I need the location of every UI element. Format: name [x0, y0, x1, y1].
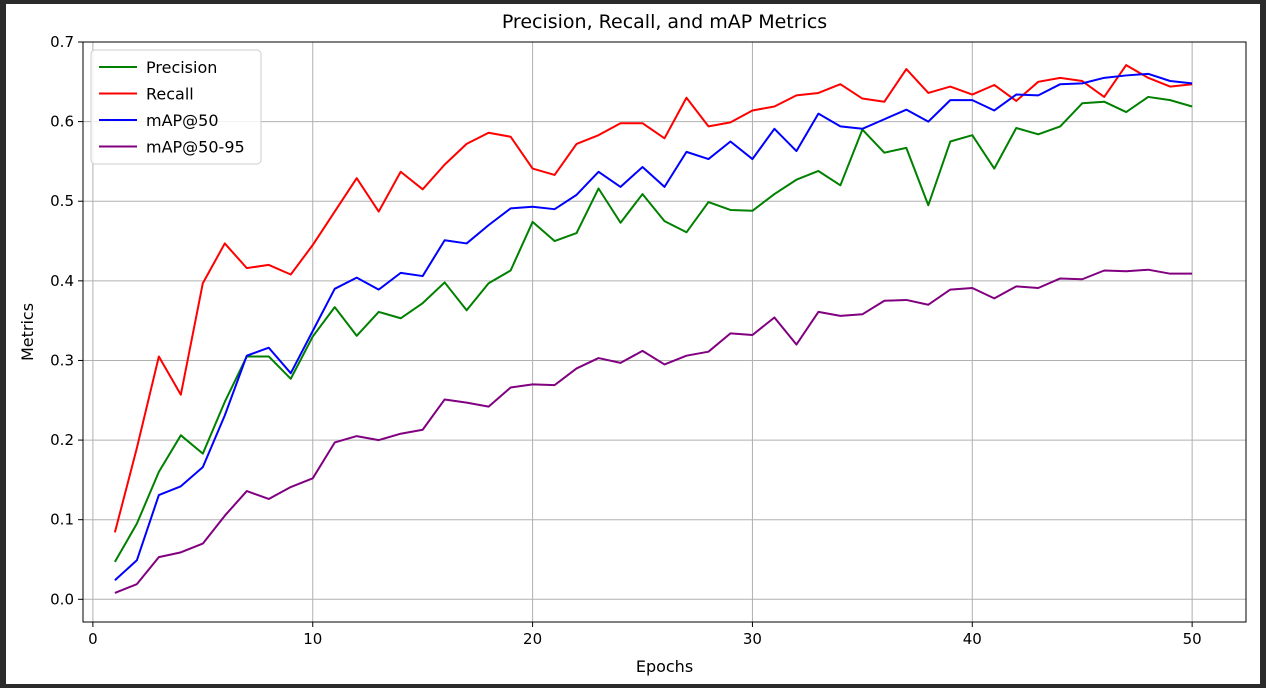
x-tick-label: 0	[88, 630, 98, 648]
legend-label-recall: Recall	[146, 85, 194, 104]
x-tick-label: 30	[743, 630, 762, 648]
series-lines	[113, 64, 1193, 594]
x-tick-label: 10	[303, 630, 322, 648]
series-line-precision	[114, 95, 1193, 563]
y-tick-label: 0.6	[50, 113, 74, 131]
legend-label-map-50: mAP@50	[146, 111, 219, 130]
plot-frame	[82, 41, 1247, 623]
chart-title: Precision, Recall, and mAP Metrics	[502, 11, 827, 33]
y-tick-label: 0.3	[50, 351, 74, 369]
legend: Precision Recall mAP@50 mAP@50-95	[90, 49, 262, 165]
figure: 0 10 20 30 40 50 0.0 0.1 0.2 0.3 0.4 0.5 0.6 0.7 Pre…	[6, 4, 1260, 684]
x-axis-label: Epochs	[636, 657, 693, 676]
x-tick-label: 40	[963, 630, 982, 648]
y-tick-label: 0.0	[50, 590, 74, 608]
legend-box	[90, 49, 262, 165]
y-axis-label: Metrics	[18, 303, 37, 361]
y-tick-label: 0.2	[50, 431, 74, 449]
series-line-map-50-95	[114, 268, 1193, 594]
x-tick-label: 50	[1183, 630, 1202, 648]
line-chart: 0 10 20 30 40 50 0.0 0.1 0.2 0.3 0.4 0.5 0.6 0.7 Pre…	[6, 4, 1260, 684]
x-tick-label: 20	[523, 630, 542, 648]
y-axis-ticks: 0.0 0.1 0.2 0.3 0.4 0.5 0.6 0.7	[50, 33, 83, 608]
y-tick-label: 0.4	[50, 272, 74, 290]
legend-label-map-50-95: mAP@50-95	[146, 138, 245, 157]
legend-label-precision: Precision	[146, 58, 217, 77]
series-line-map-50	[114, 72, 1193, 581]
y-tick-label: 0.5	[50, 192, 74, 210]
x-axis-ticks: 0 10 20 30 40 50	[88, 622, 1202, 648]
y-tick-label: 0.1	[50, 511, 74, 529]
y-tick-label: 0.7	[50, 33, 74, 51]
